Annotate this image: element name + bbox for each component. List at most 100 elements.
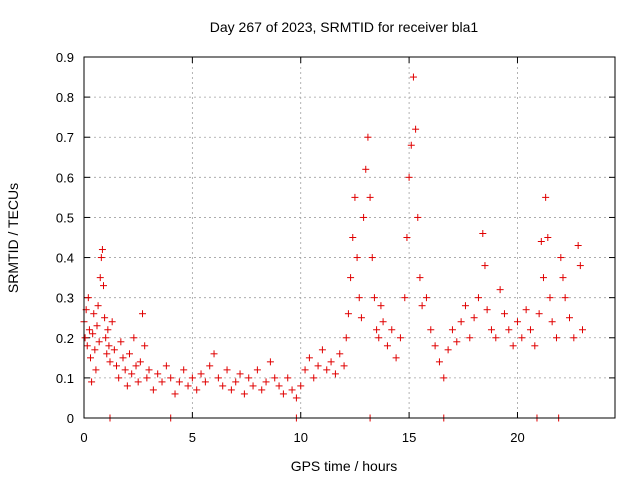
data-point <box>412 125 420 133</box>
x-tick-label: 15 <box>402 430 416 445</box>
data-point <box>141 342 149 350</box>
y-tick-label: 0.9 <box>56 50 74 65</box>
data-point <box>271 374 279 382</box>
data-point <box>288 386 296 394</box>
data-point <box>184 382 192 390</box>
data-point <box>245 374 253 382</box>
data-point <box>409 73 417 81</box>
data-point <box>85 326 93 334</box>
data-point <box>340 362 348 370</box>
data-point <box>97 254 105 262</box>
data-point <box>106 358 114 366</box>
x-tick-label: 0 <box>80 430 87 445</box>
data-point <box>145 366 153 374</box>
y-tick-label: 0.2 <box>56 331 74 346</box>
data-point <box>360 213 368 221</box>
data-point <box>292 394 300 402</box>
data-point <box>253 366 261 374</box>
data-point <box>115 374 123 382</box>
data-points <box>80 73 586 422</box>
data-point <box>110 346 118 354</box>
data-point <box>130 334 138 342</box>
data-point <box>284 374 292 382</box>
y-tick-label: 0 <box>67 411 74 426</box>
data-point <box>206 362 214 370</box>
data-point <box>180 366 188 374</box>
y-tick-label: 0.7 <box>56 130 74 145</box>
data-point <box>158 378 166 386</box>
data-point <box>513 318 521 326</box>
data-point <box>373 326 381 334</box>
data-point <box>531 342 539 350</box>
data-point <box>201 378 209 386</box>
data-point <box>90 310 98 318</box>
data-point <box>474 294 482 302</box>
data-point <box>342 334 350 342</box>
data-point <box>318 346 326 354</box>
data-point <box>103 350 111 358</box>
data-point <box>403 234 411 241</box>
data-point <box>407 141 415 149</box>
data-point <box>214 374 222 382</box>
data-point <box>344 310 352 318</box>
data-point <box>448 326 456 334</box>
data-point <box>535 310 543 318</box>
data-point <box>542 193 550 201</box>
data-point <box>236 370 244 378</box>
data-point <box>349 234 357 241</box>
data-point <box>444 346 452 354</box>
data-point <box>96 274 104 282</box>
y-tick-label: 0.1 <box>56 371 74 386</box>
data-point <box>539 274 547 282</box>
data-point <box>370 294 378 302</box>
data-point <box>500 310 508 318</box>
data-point <box>171 390 179 398</box>
data-point <box>175 378 183 386</box>
y-tick-labels: 0 0.1 0.2 0.3 0.4 0.5 0.6 0.7 0.8 0.9 <box>56 50 74 426</box>
data-point <box>128 370 136 378</box>
data-point <box>123 382 131 390</box>
y-tick-label: 0.5 <box>56 210 74 225</box>
data-point <box>262 378 270 386</box>
data-point <box>84 294 92 302</box>
data-point <box>414 213 422 221</box>
data-point <box>576 262 584 270</box>
data-point <box>297 382 305 390</box>
data-point <box>240 390 248 398</box>
data-point <box>461 302 469 310</box>
data-point <box>466 334 474 342</box>
data-point <box>331 370 339 378</box>
chart-title: Day 267 of 2023, SRMTID for receiver bla… <box>210 19 479 35</box>
data-point <box>392 354 400 362</box>
data-point <box>88 378 96 386</box>
data-point <box>117 338 125 346</box>
data-point <box>227 386 235 394</box>
data-point <box>479 229 487 237</box>
data-point <box>537 238 545 246</box>
data-point <box>347 274 355 282</box>
plot-frame <box>83 56 616 419</box>
data-point <box>162 362 170 370</box>
data-point <box>134 378 142 386</box>
data-point <box>323 366 331 374</box>
data-point <box>167 374 175 382</box>
data-point <box>232 378 240 386</box>
data-point <box>105 342 113 350</box>
data-point <box>310 374 318 382</box>
data-point <box>453 338 461 346</box>
data-point <box>557 254 565 262</box>
data-point <box>375 334 383 342</box>
y-axis-title: SRMTID / TECUs <box>5 183 21 293</box>
data-point <box>357 314 365 322</box>
y-tick-label: 0.8 <box>56 90 74 105</box>
data-point <box>98 246 106 254</box>
data-point <box>483 306 491 314</box>
data-point <box>275 382 283 390</box>
data-point <box>383 342 391 350</box>
data-point <box>126 350 134 358</box>
x-tick-labels: 0 5 10 15 20 <box>80 430 524 445</box>
data-point <box>427 326 435 334</box>
data-point <box>559 274 567 282</box>
data-point <box>431 342 439 350</box>
